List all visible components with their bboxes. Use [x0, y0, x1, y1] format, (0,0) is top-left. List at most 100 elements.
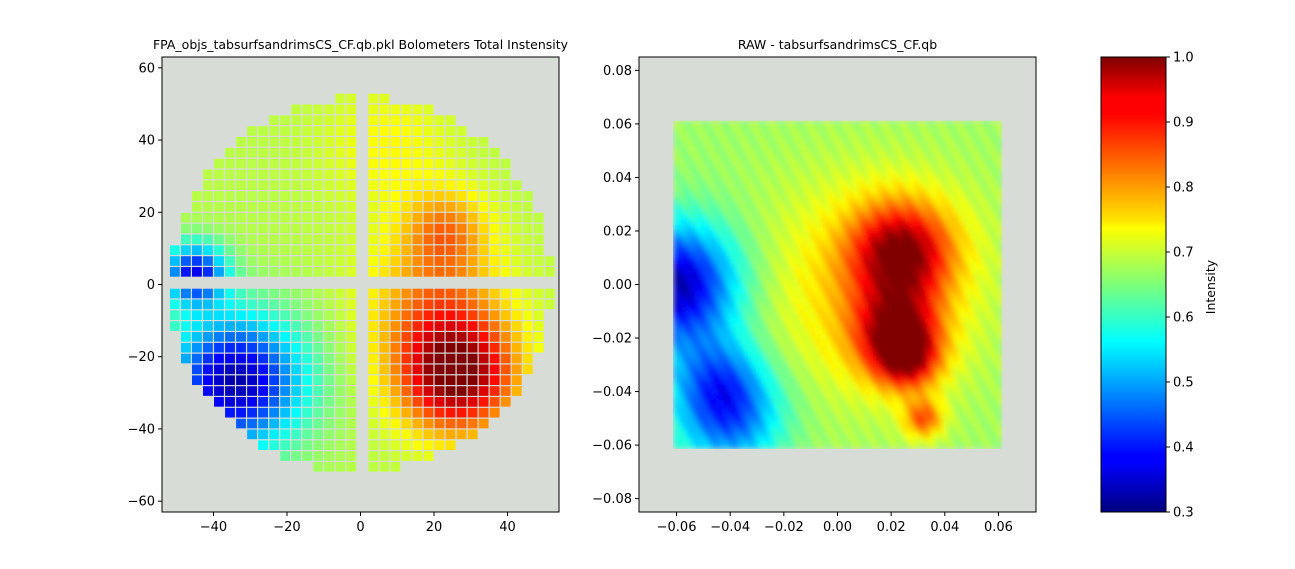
raw-map-cell [755, 137, 762, 144]
raw-map-cell [821, 306, 828, 313]
bolometer-cell [225, 223, 235, 234]
raw-map-cell [848, 279, 855, 286]
raw-map-cell [853, 404, 860, 411]
raw-map-cell [925, 251, 932, 258]
raw-map-cell [897, 404, 904, 411]
raw-map-cell [689, 142, 696, 149]
raw-map-cell [728, 350, 735, 357]
raw-map-cell [990, 344, 997, 351]
bolometer-cell [247, 364, 257, 375]
raw-map-cell [985, 431, 992, 438]
raw-map-cell [930, 377, 937, 384]
raw-map-cell [886, 268, 893, 275]
raw-map-cell [706, 322, 713, 329]
raw-map-cell [941, 218, 948, 226]
raw-map-cell [990, 273, 997, 280]
raw-map-cell [919, 289, 926, 297]
bolometer-cell [236, 180, 246, 191]
raw-map-cell [968, 180, 975, 187]
raw-map-cell [717, 328, 724, 335]
bolometer-cell [423, 418, 434, 429]
raw-map-cell [749, 421, 757, 428]
raw-map-cell [706, 382, 713, 389]
raw-map-cell [957, 333, 964, 340]
raw-y-tick-label: 0.06 [603, 117, 632, 132]
raw-map-cell [793, 142, 800, 149]
raw-map-cell [996, 153, 1003, 160]
raw-map-cell [733, 366, 740, 373]
raw-map-cell [842, 284, 850, 291]
bolometer-cell [401, 126, 412, 136]
raw-map-cell [842, 421, 850, 428]
raw-map-cell [832, 289, 839, 297]
bolometer-cell [445, 212, 456, 223]
raw-map-cell [684, 213, 691, 220]
bolometer-cell [225, 169, 235, 180]
bolometer-cell [324, 245, 335, 256]
raw-map-cell [968, 268, 975, 275]
raw-map-cell [853, 262, 860, 269]
raw-map-cell [804, 257, 811, 264]
bolometer-cell [412, 288, 423, 299]
raw-map-cell [760, 415, 767, 422]
raw-map-cell [925, 126, 932, 133]
raw-map-cell [848, 317, 855, 324]
raw-map-cell [853, 371, 860, 378]
raw-map-cell [673, 355, 680, 362]
raw-map-cell [821, 355, 828, 362]
raw-map-cell [755, 153, 762, 160]
raw-map-cell [739, 169, 746, 176]
raw-map-cell [728, 437, 735, 444]
raw-map-cell [771, 421, 778, 428]
raw-map-cell [837, 437, 844, 444]
raw-map-cell [826, 197, 833, 204]
raw-map-cell [864, 202, 871, 209]
raw-map-cell [755, 289, 762, 297]
raw-map-cell [870, 355, 877, 362]
raw-map-cell [859, 197, 866, 204]
raw-map-cell [744, 164, 751, 171]
bolometer-cell [467, 288, 478, 299]
raw-map-cell [744, 251, 751, 258]
raw-map-cell [821, 393, 828, 400]
raw-map-cell [788, 366, 795, 373]
raw-map-cell [815, 197, 822, 204]
raw-map-cell [957, 295, 964, 302]
raw-map-cell [799, 388, 806, 395]
raw-map-cell [695, 279, 702, 286]
raw-map-cell [821, 284, 828, 291]
raw-map-cell [908, 289, 915, 297]
raw-map-cell [744, 366, 751, 373]
raw-map-cell [996, 382, 1003, 389]
bolometer-cell [313, 180, 324, 191]
raw-map-cell [875, 306, 882, 313]
raw-map-cell [881, 164, 888, 171]
bolometer-cell [401, 180, 412, 191]
bolometer-cell [511, 386, 522, 396]
bolometer-cell [401, 321, 412, 331]
raw-map-cell [744, 235, 751, 242]
raw-map-cell [728, 404, 735, 411]
raw-map-cell [974, 213, 981, 220]
raw-map-cell [826, 426, 833, 433]
raw-map-cell [760, 131, 767, 138]
bolometer-cell [269, 375, 280, 386]
raw-map-cell [689, 246, 696, 253]
raw-map-cell [706, 421, 713, 428]
raw-map-cell [864, 186, 871, 193]
raw-map-cell [821, 126, 828, 133]
raw-map-cell [782, 295, 789, 302]
fpa-x-tick-label: 0 [356, 520, 364, 535]
raw-map-cell [941, 295, 948, 302]
raw-map-cell [832, 235, 839, 242]
raw-map-cell [936, 388, 943, 395]
raw-map-cell [706, 153, 713, 160]
raw-map-cell [881, 240, 888, 247]
raw-map-cell [717, 431, 724, 438]
raw-map-cell [968, 311, 975, 318]
bolometer-cell [236, 310, 246, 321]
raw-map-cell [837, 273, 844, 280]
raw-map-cell [782, 421, 789, 428]
raw-map-cell [695, 213, 702, 220]
raw-map-cell [722, 404, 729, 411]
